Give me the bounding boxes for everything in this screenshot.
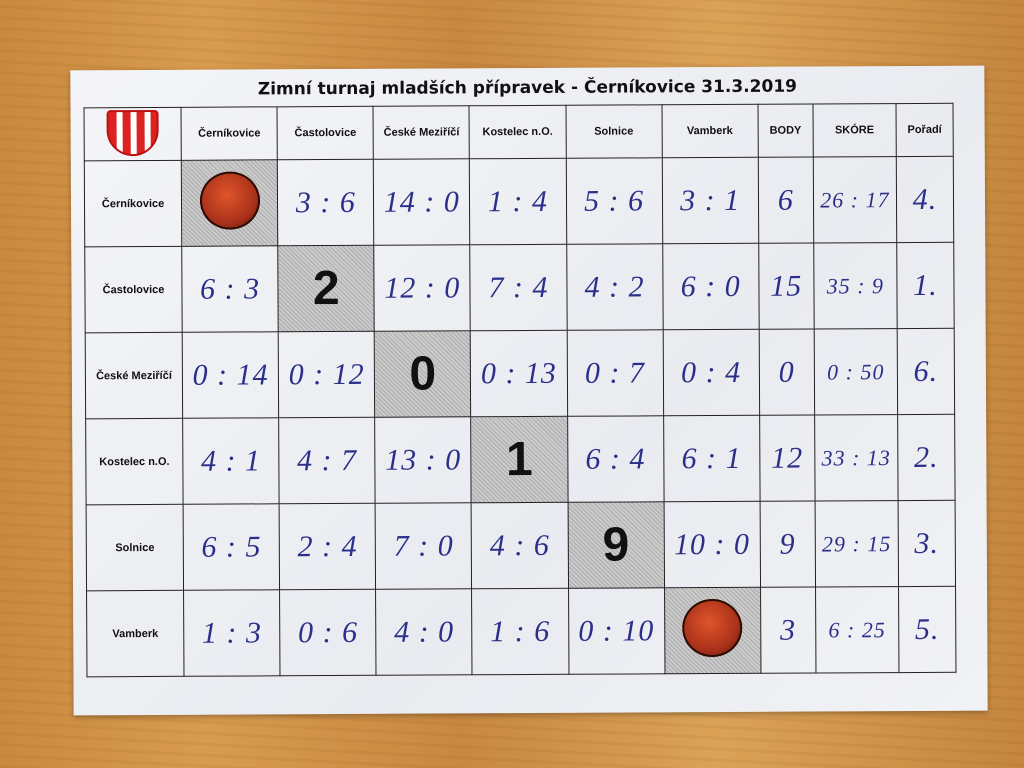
match-score: 3 : 6	[277, 159, 375, 246]
match-score: 4 : 6	[471, 502, 569, 589]
match-score: 0 : 12	[278, 331, 375, 418]
match-score: 12 : 0	[374, 244, 471, 332]
year-digit: 0	[409, 347, 437, 401]
column-header: Kostelec n.O.	[469, 105, 566, 159]
match-score: 4 : 7	[278, 417, 376, 504]
match-score: 7 : 4	[470, 244, 567, 331]
match-score: 6 : 4	[567, 415, 664, 503]
match-score: 4 : 2	[566, 243, 663, 331]
match-score: 1 : 3	[183, 589, 281, 677]
header-row: Černíkovice Častolovice České Meziříčí Kost…	[84, 103, 954, 161]
match-score: 4 : 1	[182, 417, 280, 505]
column-header: SKÓRE	[812, 103, 897, 158]
column-header: Černíkovice	[181, 106, 278, 161]
match-score: 4 : 0	[375, 588, 473, 676]
row-team-name: Kostelec n.O.	[85, 418, 184, 505]
points: 12	[759, 415, 815, 502]
match-score: 0 : 7	[566, 329, 664, 417]
match-score: 6 : 5	[183, 503, 280, 591]
column-header: Solnice	[565, 104, 662, 159]
row-team-name: České Meziříčí	[85, 332, 183, 419]
match-score: 7 : 0	[375, 502, 472, 590]
points: 0	[758, 329, 815, 416]
year-digit: 2	[312, 261, 340, 316]
match-score: 0 : 14	[182, 331, 279, 419]
row-team-name: Vamberk	[86, 590, 185, 677]
points: 15	[758, 243, 815, 330]
goal-score: 0 : 50	[814, 328, 898, 416]
diagonal-cell: 0	[374, 330, 472, 418]
goal-score: 6 : 25	[815, 586, 899, 674]
diagonal-cell	[664, 587, 761, 674]
goal-score: 29 : 15	[814, 500, 899, 588]
match-score: 10 : 0	[663, 501, 761, 588]
row-team-name: Častolovice	[84, 246, 183, 333]
rank: 2.	[897, 414, 956, 501]
points: 3	[760, 587, 816, 674]
rank: 4.	[896, 156, 954, 243]
rank: 3.	[898, 500, 956, 587]
match-score: 1 : 6	[471, 588, 569, 675]
match-score: 5 : 6	[565, 157, 663, 245]
row-team-name: Solnice	[86, 504, 184, 591]
year-digit: 9	[602, 518, 630, 572]
diagonal-cell	[181, 159, 278, 247]
column-header: České Meziříčí	[373, 105, 470, 160]
diagonal-cell: 2	[277, 245, 375, 332]
diagonal-cell: 1	[471, 416, 568, 503]
match-score: 13 : 0	[374, 416, 472, 504]
club-logo	[106, 109, 159, 156]
match-score: 6 : 3	[181, 245, 279, 333]
goal-score: 35 : 9	[813, 242, 898, 330]
column-header: Pořadí	[895, 103, 954, 157]
row-team-name: Černíkovice	[84, 160, 182, 247]
results-table: Černíkovice Častolovice České Meziříčí Kost…	[84, 103, 957, 678]
match-score: 1 : 4	[469, 158, 567, 245]
goal-score: 33 : 13	[814, 414, 899, 502]
match-score: 0 : 4	[662, 329, 760, 416]
match-score: 0 : 10	[568, 587, 665, 675]
match-score: 6 : 0	[662, 243, 759, 330]
football-icon	[199, 171, 260, 230]
match-score: 2 : 4	[279, 503, 376, 590]
column-header: Vamberk	[661, 104, 759, 158]
match-score: 0 : 6	[279, 589, 377, 676]
rank: 5.	[898, 586, 956, 673]
points: 6	[758, 157, 814, 244]
match-score: 3 : 1	[661, 157, 759, 244]
rank: 6.	[897, 328, 955, 415]
rank: 1.	[896, 242, 955, 329]
match-score: 0 : 13	[470, 330, 568, 417]
points: 9	[759, 501, 816, 588]
goal-score: 26 : 17	[813, 156, 897, 244]
column-header: Častolovice	[277, 106, 374, 160]
year-digit: 1	[505, 432, 533, 487]
match-score: 14 : 0	[373, 158, 471, 246]
club-logo-cell	[84, 107, 182, 161]
match-score: 6 : 1	[663, 415, 760, 502]
football-icon	[682, 598, 743, 658]
column-header: BODY	[757, 104, 814, 158]
sheet-title: Zimní turnaj mladších přípravek - Černík…	[257, 76, 798, 100]
tournament-sheet: Zimní turnaj mladších přípravek - Černík…	[70, 65, 988, 716]
diagonal-cell: 9	[567, 501, 665, 589]
